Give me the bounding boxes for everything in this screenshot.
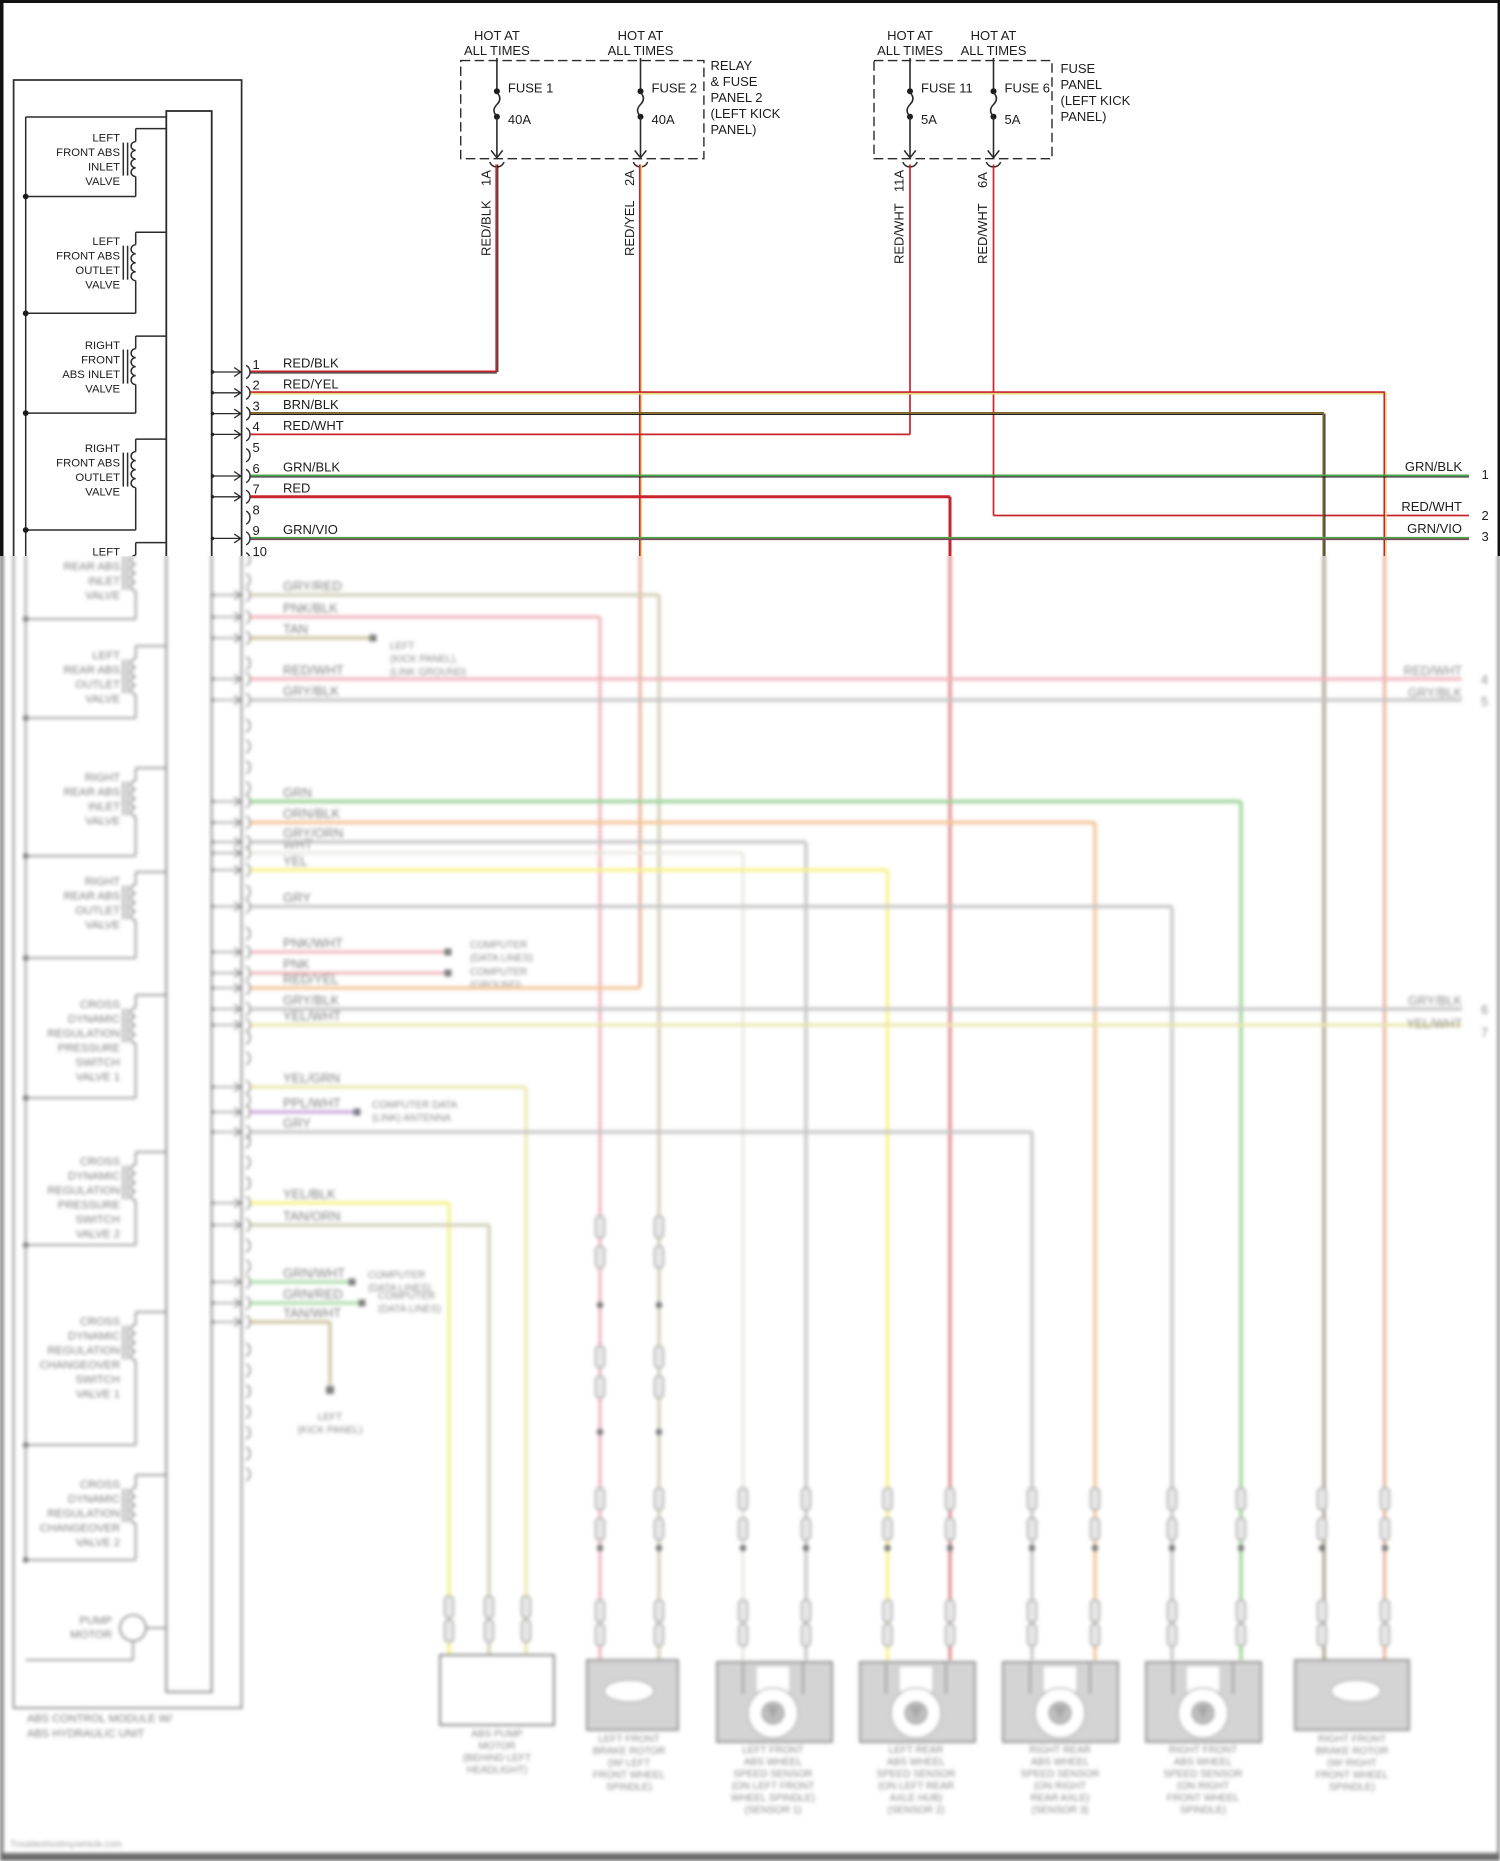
svg-text:HOT AT: HOT AT xyxy=(474,28,520,43)
svg-text:RIGHT: RIGHT xyxy=(85,443,120,455)
svg-text:ALL TIMES: ALL TIMES xyxy=(961,43,1027,58)
svg-text:5A: 5A xyxy=(921,112,937,127)
svg-text:& FUSE: & FUSE xyxy=(711,74,758,89)
svg-text:ALL TIMES: ALL TIMES xyxy=(608,43,674,58)
svg-text:OUTLET: OUTLET xyxy=(75,472,120,484)
svg-text:VALVE: VALVE xyxy=(85,487,120,499)
svg-text:LEFT: LEFT xyxy=(92,547,120,559)
svg-text:HOT AT: HOT AT xyxy=(618,28,664,43)
svg-text:RELAY: RELAY xyxy=(711,58,753,73)
svg-text:4: 4 xyxy=(253,419,260,434)
svg-text:GRN/BLK: GRN/BLK xyxy=(283,460,340,475)
svg-text:RED/WHT: RED/WHT xyxy=(283,418,344,433)
svg-text:RED/BLK: RED/BLK xyxy=(478,200,493,256)
svg-text:FRONT: FRONT xyxy=(81,355,120,367)
svg-text:RED/WHT: RED/WHT xyxy=(892,203,907,264)
svg-text:3: 3 xyxy=(253,398,260,413)
svg-text:RED: RED xyxy=(283,480,310,495)
svg-text:FUSE 11: FUSE 11 xyxy=(921,81,973,96)
svg-text:FRONT ABS: FRONT ABS xyxy=(56,251,120,263)
svg-text:RIGHT: RIGHT xyxy=(85,340,120,352)
svg-text:PANEL 2: PANEL 2 xyxy=(711,90,763,105)
svg-text:VALVE: VALVE xyxy=(85,176,120,188)
svg-text:PANEL: PANEL xyxy=(1061,77,1103,92)
svg-text:9: 9 xyxy=(253,523,260,538)
svg-text:GRN/VIO: GRN/VIO xyxy=(283,522,338,537)
svg-text:5A: 5A xyxy=(1005,112,1021,127)
svg-text:FRONT ABS: FRONT ABS xyxy=(56,147,120,159)
svg-text:FRONT ABS: FRONT ABS xyxy=(56,458,120,470)
svg-text:FUSE: FUSE xyxy=(1061,61,1096,76)
svg-text:6: 6 xyxy=(253,461,260,476)
svg-text:RED/BLK: RED/BLK xyxy=(283,356,339,371)
svg-text:2: 2 xyxy=(253,378,260,393)
svg-text:ABS INLET: ABS INLET xyxy=(62,369,120,381)
svg-text:RED/WHT: RED/WHT xyxy=(1401,499,1462,514)
svg-text:LEFT: LEFT xyxy=(92,236,120,248)
svg-text:40A: 40A xyxy=(508,112,531,127)
svg-text:11A: 11A xyxy=(892,170,907,192)
svg-text:INLET: INLET xyxy=(88,162,120,174)
svg-text:ALL TIMES: ALL TIMES xyxy=(464,43,530,58)
svg-text:(LEFT KICK: (LEFT KICK xyxy=(1061,93,1131,108)
svg-text:HOT AT: HOT AT xyxy=(971,28,1017,43)
svg-text:2A: 2A xyxy=(622,170,637,186)
svg-text:(LEFT KICK: (LEFT KICK xyxy=(711,106,781,121)
svg-text:3: 3 xyxy=(1482,529,1489,544)
svg-text:VALVE: VALVE xyxy=(85,384,120,396)
svg-text:HOT AT: HOT AT xyxy=(887,28,933,43)
svg-text:GRN/VIO: GRN/VIO xyxy=(1407,521,1462,536)
svg-text:RED/YEL: RED/YEL xyxy=(283,376,339,391)
svg-text:FUSE 1: FUSE 1 xyxy=(508,81,554,96)
svg-text:BRN/BLK: BRN/BLK xyxy=(283,397,339,412)
svg-text:5: 5 xyxy=(253,440,260,455)
svg-text:1A: 1A xyxy=(478,170,493,186)
svg-text:GRN/BLK: GRN/BLK xyxy=(1405,459,1462,474)
svg-text:1: 1 xyxy=(253,357,260,372)
svg-text:PANEL): PANEL) xyxy=(711,122,757,137)
svg-text:1: 1 xyxy=(1482,467,1489,482)
svg-text:RED/YEL: RED/YEL xyxy=(622,200,637,256)
svg-text:8: 8 xyxy=(253,502,260,517)
svg-text:RED/WHT: RED/WHT xyxy=(975,203,990,264)
svg-text:PANEL): PANEL) xyxy=(1061,109,1107,124)
svg-text:LEFT: LEFT xyxy=(92,133,120,145)
svg-text:OUTLET: OUTLET xyxy=(75,265,120,277)
svg-text:ALL TIMES: ALL TIMES xyxy=(877,43,943,58)
svg-text:6A: 6A xyxy=(975,172,990,188)
svg-text:VALVE: VALVE xyxy=(85,280,120,292)
svg-text:FUSE 2: FUSE 2 xyxy=(652,81,698,96)
svg-text:40A: 40A xyxy=(652,112,675,127)
svg-text:10: 10 xyxy=(253,544,267,559)
svg-text:2: 2 xyxy=(1482,508,1489,523)
svg-text:FUSE 6: FUSE 6 xyxy=(1005,81,1051,96)
svg-text:7: 7 xyxy=(253,482,260,497)
